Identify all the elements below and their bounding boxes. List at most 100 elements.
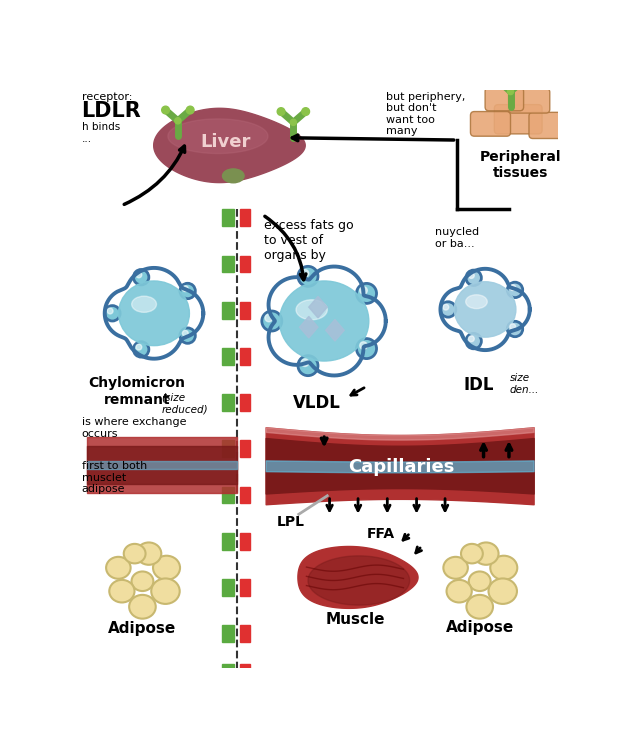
Polygon shape xyxy=(300,316,318,338)
Text: Adipose: Adipose xyxy=(108,621,177,636)
Bar xyxy=(222,394,234,411)
Ellipse shape xyxy=(447,580,471,602)
Ellipse shape xyxy=(109,580,134,602)
Text: FFA: FFA xyxy=(367,527,395,542)
Ellipse shape xyxy=(466,295,487,308)
Ellipse shape xyxy=(296,300,327,320)
Bar xyxy=(240,664,250,680)
Bar xyxy=(222,579,234,596)
Text: is where exchange
occurs: is where exchange occurs xyxy=(81,417,186,439)
Circle shape xyxy=(440,302,456,317)
Ellipse shape xyxy=(119,281,190,346)
Circle shape xyxy=(290,119,297,125)
FancyBboxPatch shape xyxy=(470,112,511,136)
Circle shape xyxy=(134,269,149,285)
Ellipse shape xyxy=(488,578,517,604)
Circle shape xyxy=(494,77,502,85)
Ellipse shape xyxy=(129,595,156,619)
Text: Chylomicron
remnant: Chylomicron remnant xyxy=(88,376,185,406)
FancyBboxPatch shape xyxy=(529,112,572,139)
Text: excess fats go
to vest of
organs by: excess fats go to vest of organs by xyxy=(264,219,354,262)
Text: Adipose: Adipose xyxy=(445,620,514,634)
Polygon shape xyxy=(154,108,305,182)
Bar xyxy=(240,626,250,642)
Circle shape xyxy=(262,311,282,331)
FancyBboxPatch shape xyxy=(494,105,542,134)
Circle shape xyxy=(298,356,318,376)
Text: nuycled
or ba...: nuycled or ba... xyxy=(435,227,479,249)
Circle shape xyxy=(519,77,527,85)
Circle shape xyxy=(265,314,272,322)
Ellipse shape xyxy=(454,282,516,338)
Circle shape xyxy=(468,272,475,278)
Text: Muscle: Muscle xyxy=(325,612,385,627)
Circle shape xyxy=(510,324,516,329)
Bar xyxy=(222,209,234,226)
Ellipse shape xyxy=(131,572,154,591)
Circle shape xyxy=(360,342,368,350)
Circle shape xyxy=(360,286,368,294)
Text: size
den...: size den... xyxy=(510,374,539,395)
Circle shape xyxy=(468,336,475,342)
Ellipse shape xyxy=(132,296,157,312)
Polygon shape xyxy=(308,556,410,605)
Bar xyxy=(240,256,250,272)
Text: LPL: LPL xyxy=(277,515,305,529)
Bar xyxy=(222,348,234,365)
Circle shape xyxy=(182,331,188,336)
Bar xyxy=(222,302,234,319)
Circle shape xyxy=(134,342,149,357)
Ellipse shape xyxy=(490,556,518,580)
Polygon shape xyxy=(168,119,268,154)
Bar xyxy=(240,440,250,458)
Circle shape xyxy=(136,344,142,350)
Bar xyxy=(240,579,250,596)
Circle shape xyxy=(301,269,309,278)
Text: Capillaries: Capillaries xyxy=(348,458,454,476)
Ellipse shape xyxy=(473,542,499,565)
Bar xyxy=(222,256,234,272)
Ellipse shape xyxy=(223,169,244,183)
Circle shape xyxy=(466,270,481,286)
Circle shape xyxy=(443,304,448,310)
Bar xyxy=(222,487,234,503)
Bar xyxy=(240,487,250,503)
Polygon shape xyxy=(298,547,418,608)
Text: but periphery,
but don't
want too
many: but periphery, but don't want too many xyxy=(386,92,465,136)
Circle shape xyxy=(162,106,169,114)
Bar xyxy=(222,664,234,680)
Bar xyxy=(222,440,234,458)
Bar xyxy=(240,209,250,226)
Bar xyxy=(240,532,250,550)
Circle shape xyxy=(508,321,522,337)
Text: Peripheral
tissues: Peripheral tissues xyxy=(480,150,561,180)
Text: first to both
musclet
adipose: first to both musclet adipose xyxy=(81,461,147,494)
Bar xyxy=(240,348,250,365)
Text: Liver: Liver xyxy=(200,133,251,151)
Circle shape xyxy=(180,328,195,344)
Text: h binds
...: h binds ... xyxy=(81,122,120,144)
Circle shape xyxy=(136,272,142,278)
FancyBboxPatch shape xyxy=(508,88,550,113)
Ellipse shape xyxy=(461,544,483,563)
Circle shape xyxy=(104,305,120,321)
Polygon shape xyxy=(309,296,327,318)
Circle shape xyxy=(301,358,309,367)
Polygon shape xyxy=(326,320,344,341)
Bar xyxy=(222,626,234,642)
Ellipse shape xyxy=(151,578,180,604)
Circle shape xyxy=(510,285,516,290)
Circle shape xyxy=(356,284,376,304)
Text: LDLR: LDLR xyxy=(81,100,141,121)
Circle shape xyxy=(356,338,376,358)
Circle shape xyxy=(298,266,318,286)
Text: (size
reduced): (size reduced) xyxy=(162,392,208,414)
Circle shape xyxy=(508,282,522,298)
Circle shape xyxy=(277,108,285,116)
Ellipse shape xyxy=(106,556,131,579)
Bar xyxy=(240,302,250,319)
FancyBboxPatch shape xyxy=(485,88,524,111)
Text: VLDL: VLDL xyxy=(292,394,340,412)
Circle shape xyxy=(180,284,195,298)
Circle shape xyxy=(107,308,113,314)
